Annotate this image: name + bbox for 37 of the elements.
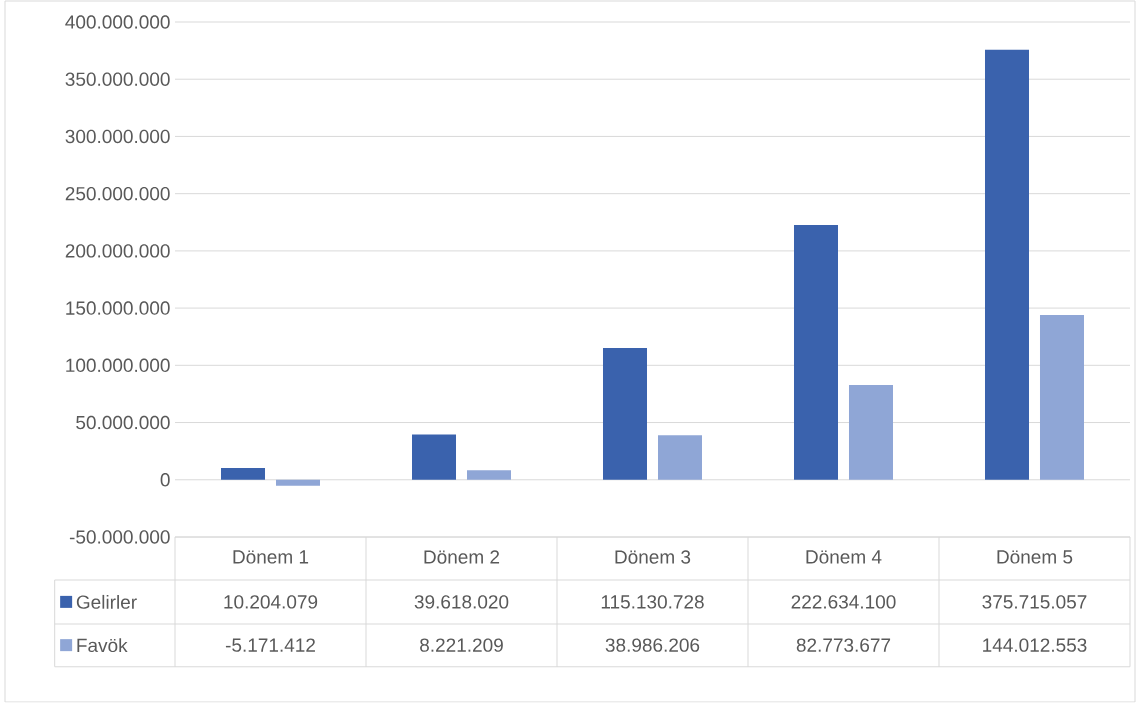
y-tick-label: 0 — [160, 473, 170, 487]
y-tick-label: -50.000.000 — [69, 530, 170, 544]
y-tick-label: 50.000.000 — [76, 415, 170, 430]
y-tick-label: 250.000.000 — [65, 186, 170, 201]
data-label: 38.986.206 — [605, 638, 700, 652]
data-label: 222.634.100 — [791, 595, 896, 609]
bar — [984, 49, 1029, 480]
x-tick-label: Dönem 1 — [233, 550, 309, 564]
bar — [221, 468, 266, 480]
y-tick-label: 150.000.000 — [66, 301, 170, 315]
bar — [849, 385, 893, 480]
data-label: 82.773.677 — [796, 638, 891, 652]
bar — [1039, 314, 1084, 480]
data-label: 8.221.209 — [420, 638, 503, 652]
x-tick-label: Dönem 4 — [806, 550, 882, 564]
data-label: 144.012.553 — [983, 638, 1087, 652]
bar — [603, 348, 647, 480]
bar — [658, 435, 702, 480]
bar — [794, 224, 838, 480]
data-label: 375.715.057 — [982, 595, 1087, 609]
x-tick-label: Dönem 2 — [424, 550, 500, 564]
data-label: 39.618.020 — [414, 595, 509, 609]
bar — [467, 470, 511, 480]
legend-label: Gelirler — [76, 594, 137, 609]
y-tick-label: 100.000.000 — [66, 358, 170, 373]
y-tick-label: 350.000.000 — [65, 72, 170, 86]
bar — [276, 479, 320, 486]
bar — [412, 434, 456, 480]
y-tick-label: 400.000.000 — [65, 15, 170, 29]
x-tick-label: Dönem 5 — [997, 550, 1073, 564]
data-label: 10.204.079 — [224, 595, 318, 609]
legend-label: Favök — [77, 638, 128, 653]
y-tick-label: 200.000.000 — [65, 244, 170, 258]
x-tick-label: Dönem 3 — [615, 550, 691, 564]
y-tick-label: 300.000.000 — [65, 129, 170, 144]
data-label: -5.171.412 — [225, 638, 315, 652]
data-label: 115.130.728 — [601, 595, 704, 609]
